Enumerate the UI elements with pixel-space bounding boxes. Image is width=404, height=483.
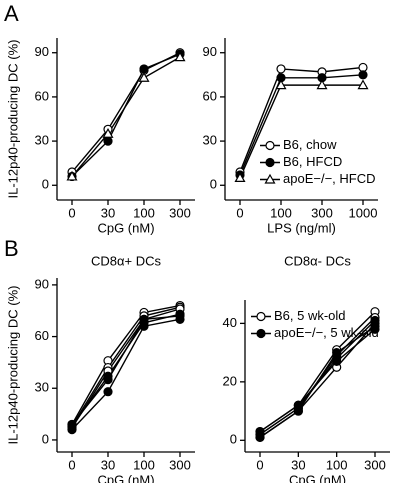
marker <box>275 79 287 90</box>
series-line <box>71 308 181 429</box>
marker <box>256 311 266 322</box>
marker <box>103 387 113 397</box>
series-line <box>71 318 181 431</box>
marker <box>293 406 303 416</box>
x-tick-label: 300 <box>169 205 191 220</box>
y-tick-label: 90 <box>35 44 49 59</box>
series-line <box>259 328 376 433</box>
legend-label: B6, HFCD <box>283 154 342 169</box>
marker <box>66 170 78 181</box>
x-tick-label: 100 <box>133 205 155 220</box>
y-tick-label: 60 <box>35 88 49 103</box>
panel-label: A <box>4 1 19 26</box>
x-tick-label: 0 <box>68 457 75 472</box>
x-axis-label: LPS (ng/ml) <box>267 220 336 235</box>
marker <box>276 64 286 74</box>
x-tick-label: 100 <box>133 457 155 472</box>
series-line <box>71 306 181 427</box>
marker <box>234 172 246 183</box>
y-axis-label: IL-12p40-producing DC (%) <box>5 40 20 199</box>
chart-title: CD8α- DCs <box>284 253 351 268</box>
y-tick-label: 90 <box>203 44 217 59</box>
series-line <box>71 52 181 173</box>
legend-label: B6, 5 wk-old <box>274 308 346 323</box>
marker <box>316 79 328 90</box>
series-line <box>71 56 181 177</box>
y-tick-label: 30 <box>35 133 49 148</box>
marker <box>174 51 186 62</box>
series-line <box>239 84 363 179</box>
x-tick-label: 1000 <box>349 205 378 220</box>
marker <box>358 70 368 80</box>
marker <box>139 314 149 324</box>
series-line <box>71 304 181 425</box>
y-tick-label: 30 <box>203 133 217 148</box>
series-line <box>71 315 181 425</box>
x-tick-label: 30 <box>291 457 305 472</box>
y-tick-label: 20 <box>223 373 237 388</box>
marker <box>357 79 369 90</box>
y-tick-label: 30 <box>35 380 49 395</box>
series-line <box>239 74 364 176</box>
x-tick-label: 0 <box>68 205 75 220</box>
legend-label: B6, chow <box>283 137 337 152</box>
y-tick-label: 0 <box>42 431 49 446</box>
marker <box>332 348 342 358</box>
x-tick-label: 300 <box>364 457 386 472</box>
marker <box>370 321 380 331</box>
marker <box>138 72 150 82</box>
x-tick-label: 0 <box>236 205 243 220</box>
legend-label: apoE−/−, HFCD <box>283 171 376 186</box>
marker <box>103 136 113 146</box>
marker <box>265 140 275 151</box>
marker <box>67 419 77 430</box>
series-line <box>259 325 376 438</box>
series-line <box>71 313 181 427</box>
legend-label: apoE−/−, 5 wk-old <box>274 325 379 340</box>
panel-label: B <box>4 236 19 261</box>
y-tick-label: 0 <box>230 432 237 447</box>
y-tick-label: 60 <box>203 88 217 103</box>
x-tick-label: 100 <box>326 457 348 472</box>
x-axis-label: CpG (nM) <box>97 220 154 235</box>
x-tick-label: 30 <box>101 457 115 472</box>
marker <box>332 356 342 366</box>
x-tick-label: 300 <box>169 457 191 472</box>
x-tick-label: 300 <box>311 205 333 220</box>
y-tick-label: 90 <box>35 276 49 291</box>
y-tick-label: 0 <box>42 177 49 192</box>
marker <box>264 173 276 184</box>
series-line <box>239 66 364 173</box>
marker <box>256 328 266 339</box>
y-tick-label: 40 <box>223 315 237 330</box>
marker <box>102 128 114 138</box>
x-axis-label: CpG (nM) <box>97 472 154 483</box>
x-axis-label: CpG (nM) <box>289 472 346 483</box>
x-tick-label: 100 <box>270 205 292 220</box>
marker <box>255 432 265 442</box>
x-tick-label: 30 <box>101 205 115 220</box>
marker <box>175 311 185 321</box>
y-tick-label: 0 <box>210 177 217 192</box>
marker <box>139 64 149 74</box>
marker <box>103 375 113 385</box>
chart-title: CD8α+ DCs <box>91 253 162 268</box>
y-tick-label: 60 <box>35 328 49 343</box>
y-axis-label: IL-12p40-producing DC (%) <box>5 286 20 445</box>
x-tick-label: 0 <box>256 457 263 472</box>
marker <box>265 157 275 168</box>
